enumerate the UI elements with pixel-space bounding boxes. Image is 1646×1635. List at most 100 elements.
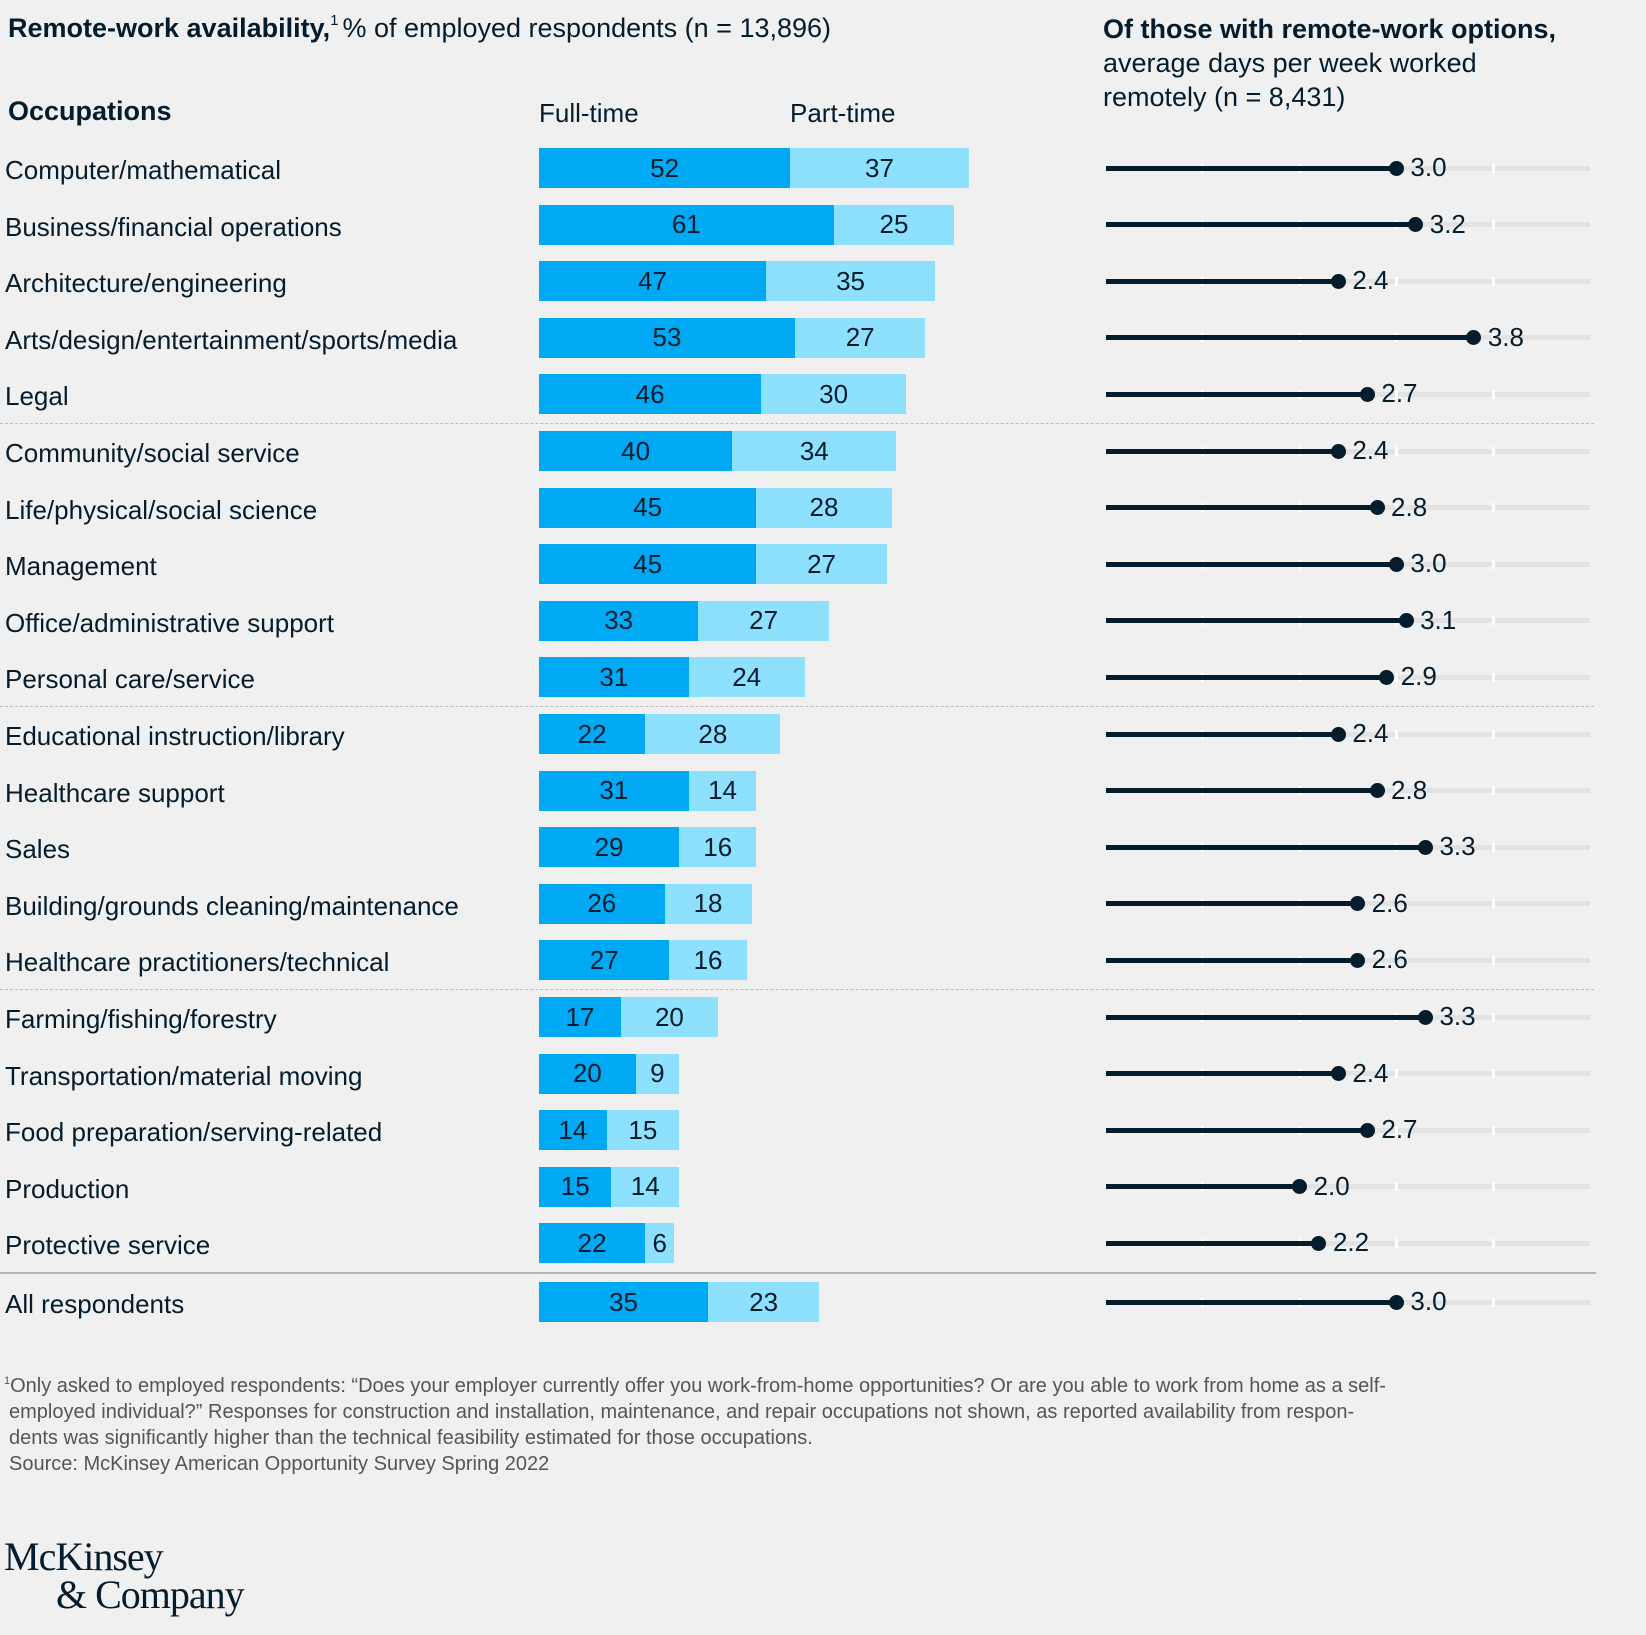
bar-full-time: 26 xyxy=(539,883,665,924)
bar-part-time: 14 xyxy=(688,770,757,811)
dot-axis-tick xyxy=(1491,786,1495,796)
footnote-line-3: dents was significantly higher than the … xyxy=(9,1427,813,1449)
dot-value-label: 3.2 xyxy=(1429,208,1466,239)
dot-stem xyxy=(1106,1240,1319,1246)
bar-full-time: 20 xyxy=(539,1053,636,1094)
dot-axis-tick xyxy=(1491,955,1495,965)
dot-axis-tick xyxy=(1394,1238,1398,1248)
dot-value-label: 2.0 xyxy=(1313,1170,1350,1201)
bar-full-time: 46 xyxy=(539,374,762,415)
occupation-label: Arts/design/entertainment/sports/media xyxy=(5,324,458,355)
dot-marker xyxy=(1311,1235,1327,1251)
mckinsey-logo: McKinsey & Company xyxy=(4,1537,245,1617)
dot-marker xyxy=(1408,217,1424,233)
bar-full-time: 14 xyxy=(539,1110,607,1151)
dot-stem xyxy=(1106,1184,1300,1190)
occupation-label: Farming/fishing/forestry xyxy=(5,1004,277,1034)
occupation-label: Management xyxy=(5,551,157,582)
source-line: Source: McKinsey American Opportunity Su… xyxy=(9,1453,550,1475)
bar-part-time: 9 xyxy=(635,1053,680,1094)
occupation-label: Legal xyxy=(5,381,69,412)
dot-marker xyxy=(1330,443,1346,459)
footnote-line-2: employed individual?” Responses for cons… xyxy=(9,1401,1355,1423)
dot-value-label: 2.7 xyxy=(1381,378,1418,409)
dot-axis-tick xyxy=(1491,220,1495,230)
bar-full-time: 17 xyxy=(539,997,622,1037)
bar-part-time: 20 xyxy=(621,997,718,1037)
dot-axis-track xyxy=(1106,448,1590,454)
dot-marker xyxy=(1292,1179,1308,1195)
left-chart-title: Remote-work availability,1% of employed … xyxy=(8,12,831,44)
bar-full-time: 52 xyxy=(539,148,791,188)
dot-stem xyxy=(1106,731,1339,737)
dot-axis-tick xyxy=(1491,1069,1495,1079)
bar-full-time: 27 xyxy=(539,940,670,981)
dot-axis-track xyxy=(1106,731,1590,737)
dot-axis-tick xyxy=(1491,503,1495,513)
dot-stem xyxy=(1106,278,1339,284)
dot-stem xyxy=(1106,788,1378,794)
dot-marker xyxy=(1388,556,1404,572)
dot-axis-tick xyxy=(1394,729,1398,739)
dot-marker xyxy=(1417,839,1433,855)
dot-marker xyxy=(1359,386,1375,402)
bar-part-time: 34 xyxy=(732,431,897,471)
dot-axis-track xyxy=(1106,278,1590,284)
dot-axis-track xyxy=(1106,1184,1590,1190)
dot-value-label: 2.4 xyxy=(1352,718,1389,748)
dot-axis-tick xyxy=(1491,1012,1495,1022)
occupation-label: Life/physical/social science xyxy=(5,494,318,525)
dot-stem xyxy=(1106,1299,1397,1305)
occupation-label: Healthcare practitioners/technical xyxy=(5,947,390,978)
occupation-label: Sales xyxy=(5,834,71,865)
dot-value-label: 3.0 xyxy=(1410,548,1447,579)
dot-stem xyxy=(1106,1071,1339,1077)
occupation-label: Personal care/service xyxy=(5,664,255,695)
logo-line-2: & Company xyxy=(56,1572,245,1617)
dot-axis-tick xyxy=(1491,1182,1495,1192)
dot-axis-tick xyxy=(1491,163,1495,173)
occupation-label: Building/grounds cleaning/maintenance xyxy=(5,890,459,921)
bar-part-time: 18 xyxy=(664,883,752,924)
dot-stem xyxy=(1106,618,1407,624)
bar-full-time: 45 xyxy=(539,544,757,585)
bar-part-time: 27 xyxy=(756,544,887,585)
dot-axis-track xyxy=(1106,1071,1590,1077)
occupation-label: Healthcare support xyxy=(5,777,225,808)
dot-value-label: 2.4 xyxy=(1352,1057,1389,1088)
right-title-bold: Of those with remote-work options, xyxy=(1103,14,1557,44)
bar-full-time: 40 xyxy=(539,431,733,471)
dot-axis-tick xyxy=(1394,1125,1398,1135)
occupation-label: Protective service xyxy=(5,1230,211,1261)
dot-value-label: 2.7 xyxy=(1381,1114,1418,1145)
dot-axis-tick xyxy=(1491,842,1495,852)
dot-value-label: 2.8 xyxy=(1391,491,1428,522)
dot-value-label: 2.8 xyxy=(1391,774,1428,805)
bar-full-time: 35 xyxy=(539,1282,709,1322)
dot-value-label: 3.3 xyxy=(1439,1001,1476,1031)
dot-value-label: 2.2 xyxy=(1332,1227,1370,1258)
dot-axis-tick xyxy=(1491,1297,1495,1307)
right-title-regular: average days per week worked remotely (n… xyxy=(1103,48,1477,112)
footnote-mark-bottom: 1 xyxy=(4,1375,11,1387)
bar-part-time: 15 xyxy=(606,1110,680,1151)
part-time-header: Part-time xyxy=(790,98,896,128)
dot-marker xyxy=(1330,1066,1346,1082)
dot-marker xyxy=(1369,783,1385,799)
bar-full-time: 15 xyxy=(539,1166,612,1207)
footnote-line-1: 1Only asked to employed respondents: “Do… xyxy=(4,1368,1564,1399)
footnote-mark: 1 xyxy=(330,12,339,29)
dot-axis-tick xyxy=(1394,899,1398,909)
bar-part-time: 23 xyxy=(708,1282,820,1322)
bar-full-time: 61 xyxy=(539,204,834,245)
footnote: 1Only asked to employed respondents: “Do… xyxy=(4,1368,1564,1477)
dot-stem xyxy=(1106,561,1397,567)
occupation-label: Educational instruction/library xyxy=(5,721,345,751)
bar-part-time: 27 xyxy=(698,600,829,641)
dot-marker xyxy=(1398,613,1414,629)
dot-value-label: 2.6 xyxy=(1371,887,1408,918)
bar-full-time: 22 xyxy=(539,1223,646,1264)
dot-axis-tick xyxy=(1491,899,1495,909)
dot-axis-tick xyxy=(1491,559,1495,569)
dot-value-label: 2.9 xyxy=(1400,661,1437,692)
